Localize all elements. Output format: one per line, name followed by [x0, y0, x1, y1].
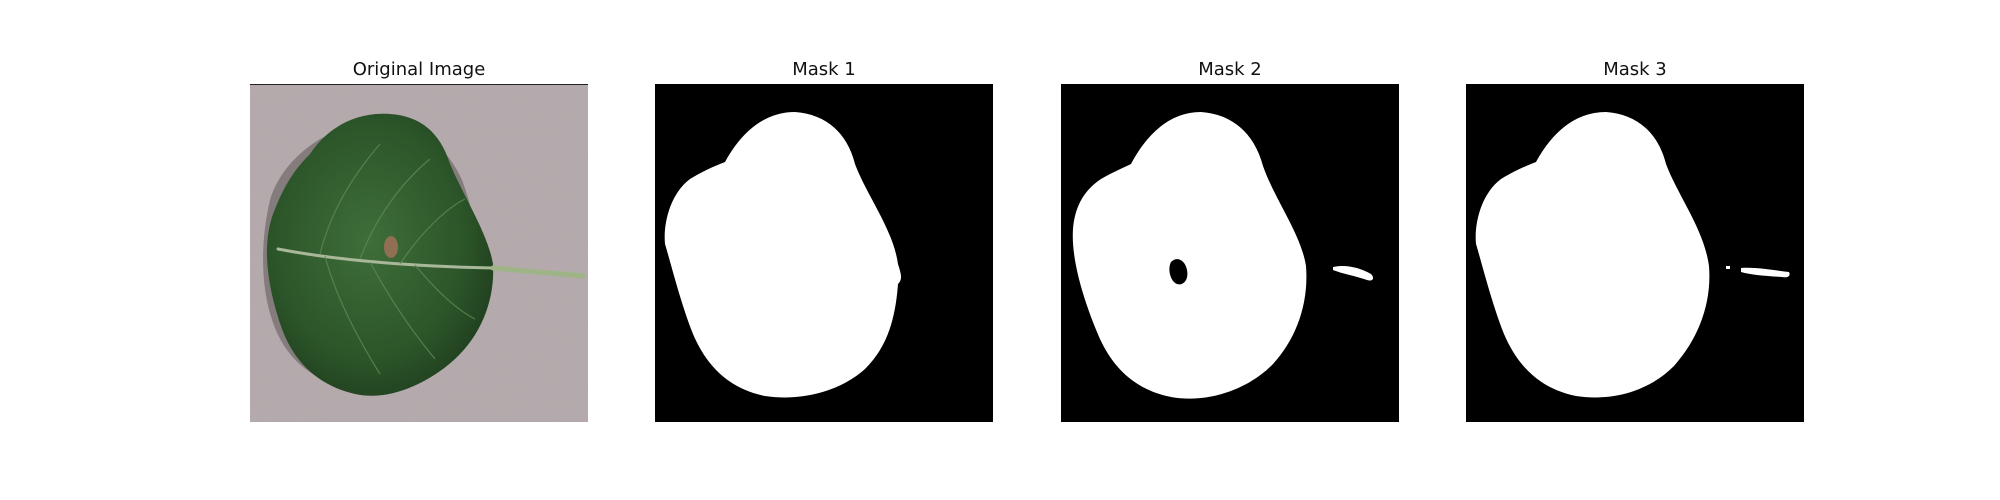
- panel-title: Original Image: [352, 59, 486, 80]
- mask-region: [1475, 112, 1710, 398]
- panel-mask-1: Mask 1: [655, 56, 993, 422]
- panel-mask-3: Mask 3: [1466, 56, 1804, 422]
- panel-title: Mask 2: [1198, 59, 1262, 80]
- mask-2-image: [1061, 84, 1399, 422]
- mask-1-image: [655, 84, 993, 422]
- leaf-photo: [250, 84, 588, 422]
- panel-title: Mask 3: [1603, 59, 1667, 80]
- panel-original-image: Original Image: [250, 56, 588, 422]
- mask-region: [1072, 112, 1307, 399]
- leaf-shape: [266, 113, 494, 396]
- panel-title: Mask 1: [792, 59, 856, 80]
- mask-region: [664, 112, 902, 398]
- panel-mask-2: Mask 2: [1061, 56, 1399, 422]
- mask-3-image: [1466, 84, 1804, 422]
